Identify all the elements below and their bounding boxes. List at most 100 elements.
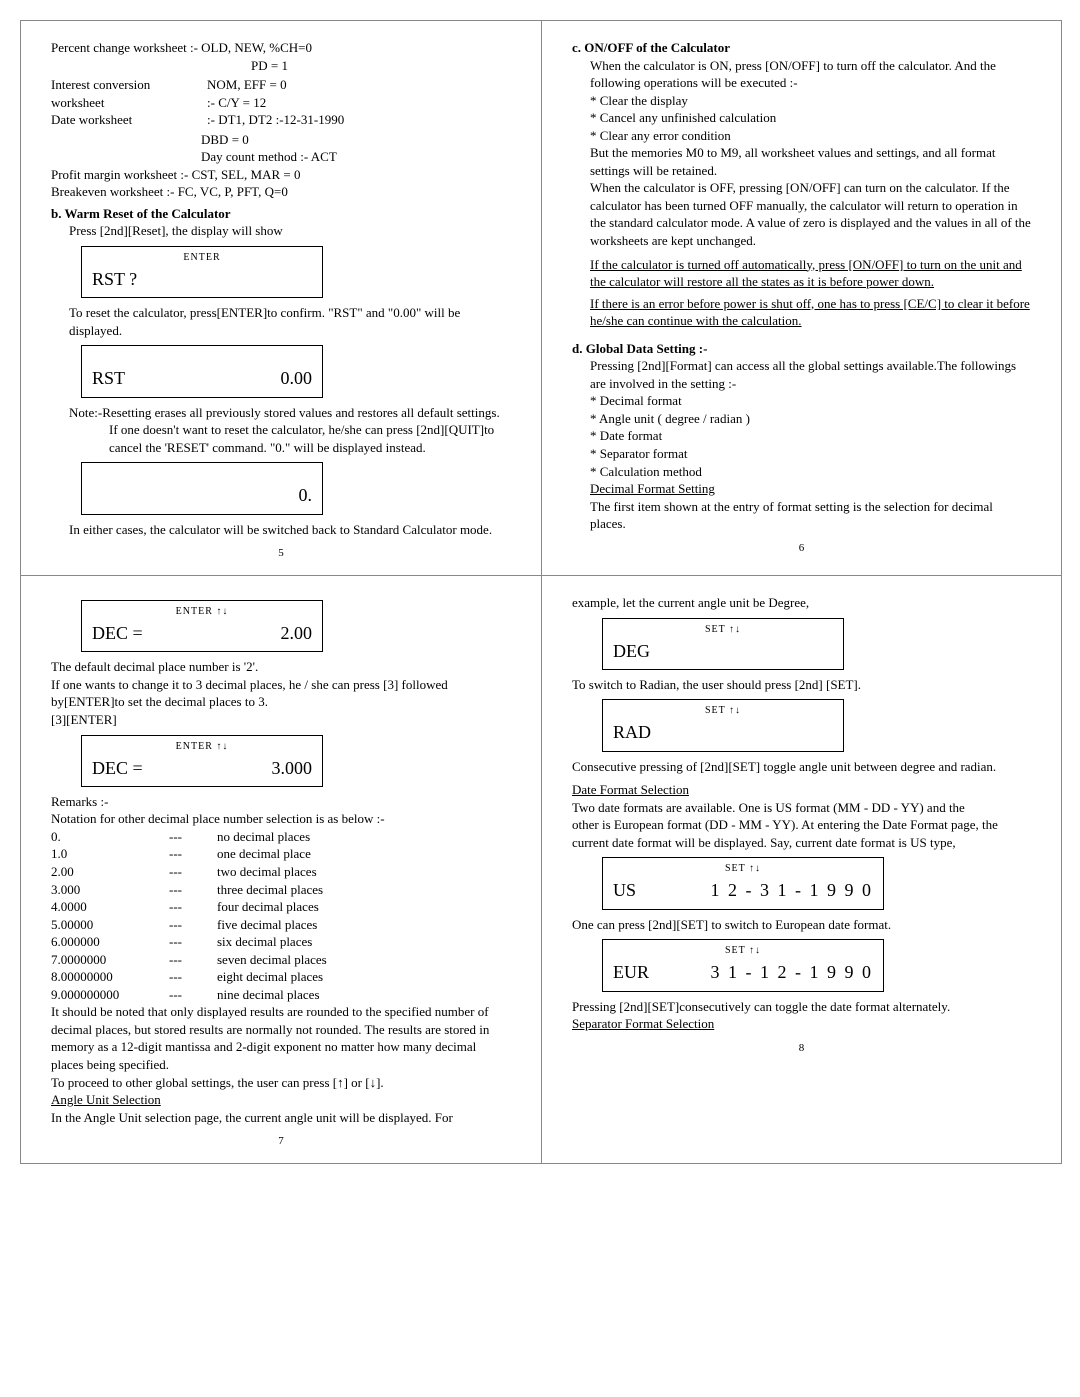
text: example, let the current angle unit be D… [572, 594, 1031, 612]
lcd-value: 3 1 - 1 2 - 1 9 9 0 [711, 960, 874, 984]
page-number: 5 [51, 546, 511, 561]
lcd-display: ENTER ↑↓ DEC = 2.00 [81, 600, 323, 652]
subheading: Date Format Selection [572, 781, 1031, 799]
page-6: c. ON/OFF of the Calculator When the cal… [541, 21, 1061, 575]
text: Percent change worksheet :- OLD, NEW, %C… [51, 39, 511, 57]
subheading: Separator Format Selection [572, 1015, 1031, 1033]
lcd-value: DEC = [92, 621, 143, 645]
lcd-value: 0.00 [281, 366, 313, 390]
section-b-title: b. Warm Reset of the Calculator [51, 205, 511, 223]
text: When the calculator is ON, press [ON/OFF… [590, 57, 1031, 92]
bullet: * Separator format [590, 445, 1031, 463]
section-d-title: d. Global Data Setting :- [572, 340, 1031, 358]
lcd-value: 3.000 [272, 756, 313, 780]
text: Press [2nd][Reset], the display will sho… [69, 222, 511, 240]
note-block: Note:-Resetting erases all previously st… [69, 404, 511, 457]
page-8: example, let the current angle unit be D… [541, 576, 1061, 1163]
table-cell: four decimal places [217, 898, 335, 916]
table-cell: --- [169, 898, 217, 916]
table-row: 7.0000000---seven decimal places [51, 951, 335, 969]
table-row: 3.000---three decimal places [51, 881, 335, 899]
text: If there is an error before power is shu… [590, 295, 1031, 330]
text: The first item shown at the entry of for… [590, 498, 1031, 533]
lcd-annunciator: SET ↑↓ [613, 704, 833, 718]
page-number: 7 [51, 1134, 511, 1149]
text: Notation for other decimal place number … [51, 810, 511, 828]
document-sheet: Percent change worksheet :- OLD, NEW, %C… [20, 20, 1062, 1164]
text: But the memories M0 to M9, all worksheet… [590, 144, 1031, 179]
lcd-annunciator: SET ↑↓ [613, 862, 873, 876]
section-c-title: c. ON/OFF of the Calculator [572, 39, 1031, 57]
bullet: * Date format [590, 427, 1031, 445]
worksheet-defaults: Percent change worksheet :- OLD, NEW, %C… [51, 39, 511, 201]
table-cell: no decimal places [217, 828, 335, 846]
table-cell: 2.00 [51, 863, 169, 881]
lcd-value: DEG [613, 639, 650, 663]
bullet: * Clear the display [590, 92, 1031, 110]
text: Day count method :- ACT [51, 148, 511, 166]
table-cell: 0. [51, 828, 169, 846]
text: PD = 1 [51, 57, 511, 75]
bullet: * Decimal format [590, 392, 1031, 410]
lcd-value: 2.00 [281, 621, 313, 645]
table-cell: five decimal places [217, 916, 335, 934]
text: Consecutive pressing of [2nd][SET] toggl… [572, 758, 1031, 776]
table-cell: --- [169, 951, 217, 969]
table-cell: seven decimal places [217, 951, 335, 969]
page-number: 6 [572, 541, 1031, 556]
table-cell: 5.00000 [51, 916, 169, 934]
page-number: 8 [572, 1041, 1031, 1056]
row-pages-5-6: Percent change worksheet :- OLD, NEW, %C… [21, 21, 1061, 576]
lcd-value: 0. [299, 483, 313, 507]
lcd-annunciator: ENTER ↑↓ [92, 605, 312, 619]
text: Profit margin worksheet :- CST, SEL, MAR… [51, 166, 511, 184]
lcd-display: SET ↑↓ US 1 2 - 3 1 - 1 9 9 0 [602, 857, 884, 909]
table-cell: three decimal places [217, 881, 335, 899]
bullet: * Cancel any unfinished calculation [590, 109, 1031, 127]
bullet: * Angle unit ( degree / radian ) [590, 410, 1031, 428]
text: It should be noted that only displayed r… [51, 1003, 511, 1073]
table-cell: 4.0000 [51, 898, 169, 916]
text: Pressing [2nd][Format] can access all th… [590, 357, 1031, 392]
lcd-display: SET ↑↓ DEG [602, 618, 844, 670]
text: If the calculator is turned off automati… [590, 256, 1031, 291]
table-cell: --- [169, 916, 217, 934]
lcd-display: RST0.00 [81, 345, 323, 397]
lcd-value: 1 2 - 3 1 - 1 9 9 0 [711, 878, 874, 902]
text: Interest conversionNOM, EFF = 0 workshee… [51, 76, 350, 129]
lcd-annunciator [92, 350, 312, 364]
lcd-annunciator: SET ↑↓ [613, 623, 833, 637]
page-5: Percent change worksheet :- OLD, NEW, %C… [21, 21, 541, 575]
text: If one wants to change it to 3 decimal p… [51, 676, 511, 711]
subheading: Angle Unit Selection [51, 1091, 511, 1109]
bullet: * Calculation method [590, 463, 1031, 481]
table-cell: --- [169, 881, 217, 899]
table-cell: six decimal places [217, 933, 335, 951]
text: [3][ENTER] [51, 711, 511, 729]
table-cell: eight decimal places [217, 968, 335, 986]
table-cell: 1.0 [51, 845, 169, 863]
lcd-display: 0. [81, 462, 323, 514]
note-label: Note:- [69, 405, 102, 420]
table-row: 8.00000000---eight decimal places [51, 968, 335, 986]
text: One can press [2nd][SET] to switch to Eu… [572, 916, 1031, 934]
lcd-value: DEC = [92, 756, 143, 780]
page-7: ENTER ↑↓ DEC =2.00 The default decimal p… [21, 576, 541, 1163]
lcd-annunciator: ENTER ↑↓ [92, 740, 312, 754]
table-cell: 9.000000000 [51, 986, 169, 1004]
table-cell: one decimal place [217, 845, 335, 863]
text: other is European format (DD - MM - YY).… [572, 816, 1031, 851]
table-row: 6.000000---six decimal places [51, 933, 335, 951]
table-cell: 6.000000 [51, 933, 169, 951]
decimal-notation-table: 0.---no decimal places1.0---one decimal … [51, 828, 335, 1003]
table-cell: --- [169, 968, 217, 986]
lcd-display: SET ↑↓ RAD [602, 699, 844, 751]
table-cell: --- [169, 933, 217, 951]
lcd-annunciator [92, 467, 312, 481]
table-row: 1.0---one decimal place [51, 845, 335, 863]
text: In either cases, the calculator will be … [69, 521, 511, 539]
table-row: 2.00---two decimal places [51, 863, 335, 881]
table-cell: nine decimal places [217, 986, 335, 1004]
lcd-value: US [613, 878, 636, 902]
text: Resetting erases all previously stored v… [102, 405, 499, 455]
